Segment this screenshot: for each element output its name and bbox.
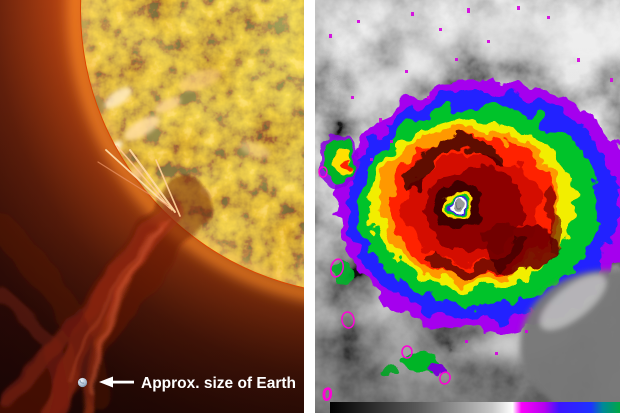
panel-divider — [304, 0, 315, 413]
solar-image-panel: Approx. size of Earth — [0, 0, 304, 413]
eruption-fan — [97, 145, 181, 217]
sun-limb-glow — [69, 0, 304, 300]
hurricane-eye — [434, 181, 482, 229]
hurricane-image-panel: 0 — [315, 0, 620, 413]
cloud-overlay-lower-right — [520, 270, 620, 413]
storm-west-arm — [318, 135, 447, 376]
contour-label-zero: 0 — [321, 384, 334, 404]
contour-outlines — [318, 166, 451, 385]
earth-size-label: Approx. size of Earth — [141, 375, 296, 392]
arrow-left-icon — [99, 376, 134, 388]
solar-prominence — [0, 145, 211, 413]
ir-colorbar — [330, 402, 620, 413]
earth-size-annotation: Approx. size of Earth — [77, 375, 296, 392]
earth-icon — [77, 377, 88, 388]
